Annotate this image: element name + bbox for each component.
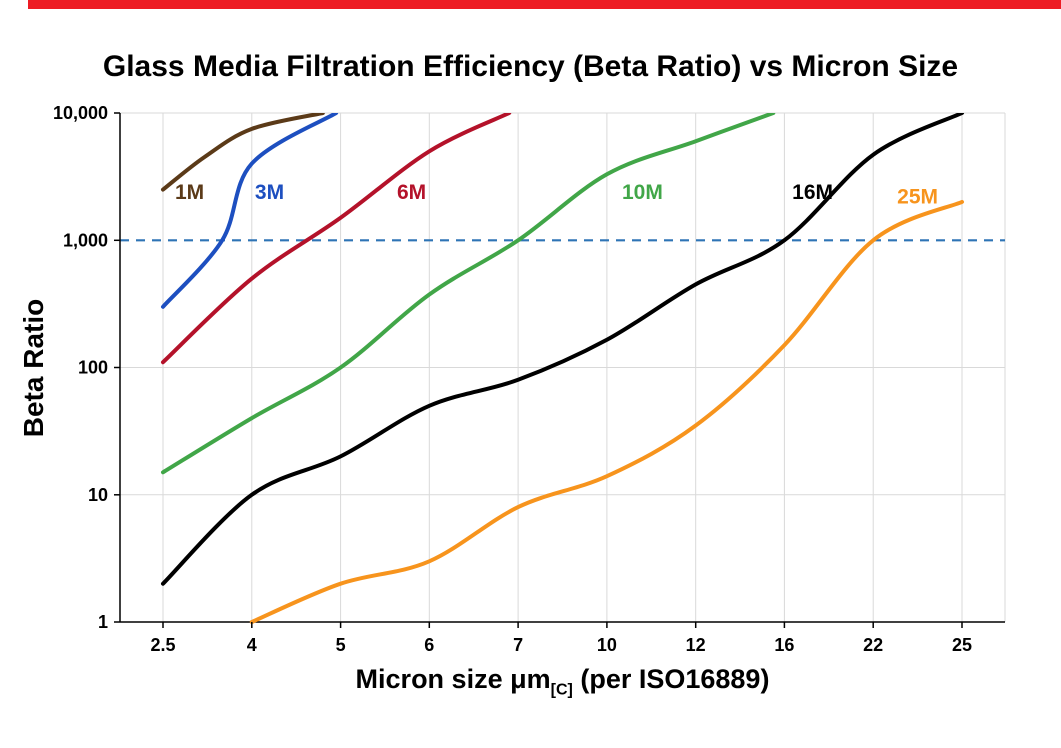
x-axis-title-tail: (per ISO16889) — [572, 664, 770, 694]
series-label-6M: 6M — [397, 181, 426, 204]
x-tick-label: 5 — [336, 635, 346, 655]
series-curve-6M — [161, 113, 512, 365]
top-red-banner — [28, 0, 1061, 9]
series-label-16M: 16M — [792, 181, 833, 204]
y-tick-label: 100 — [78, 358, 108, 378]
y-tick-label: 10 — [88, 485, 108, 505]
series-curve-16M — [161, 113, 964, 586]
x-tick-label: 6 — [424, 635, 434, 655]
series-curve-10M — [161, 113, 776, 475]
x-tick-label: 16 — [774, 635, 794, 655]
x-axis-title: Micron size μm[C] (per ISO16889) — [120, 664, 1005, 699]
x-tick-label: 10 — [597, 635, 617, 655]
x-tick-label: 12 — [686, 635, 706, 655]
x-tick-label: 2.5 — [150, 635, 175, 655]
series-label-3M: 3M — [255, 181, 284, 204]
series-curve-25M — [249, 199, 964, 624]
y-tick-label: 1 — [98, 612, 108, 632]
y-tick-label: 10,000 — [53, 103, 108, 123]
chart-title: Glass Media Filtration Efficiency (Beta … — [102, 50, 959, 83]
y-tick-label: 1,000 — [63, 230, 108, 250]
series-curve-3M — [161, 113, 339, 309]
series-label-25M: 25M — [897, 186, 938, 209]
x-axis-title-subscript: [C] — [550, 681, 573, 699]
series-curve-1M — [161, 113, 325, 192]
x-tick-label: 7 — [513, 635, 523, 655]
x-axis-title-main: Micron size μm — [355, 664, 551, 694]
x-tick-label: 4 — [247, 635, 257, 655]
x-tick-label: 25 — [952, 635, 972, 655]
x-tick-label: 22 — [863, 635, 883, 655]
series-label-1M: 1M — [175, 181, 204, 204]
series-label-10M: 10M — [622, 181, 663, 204]
